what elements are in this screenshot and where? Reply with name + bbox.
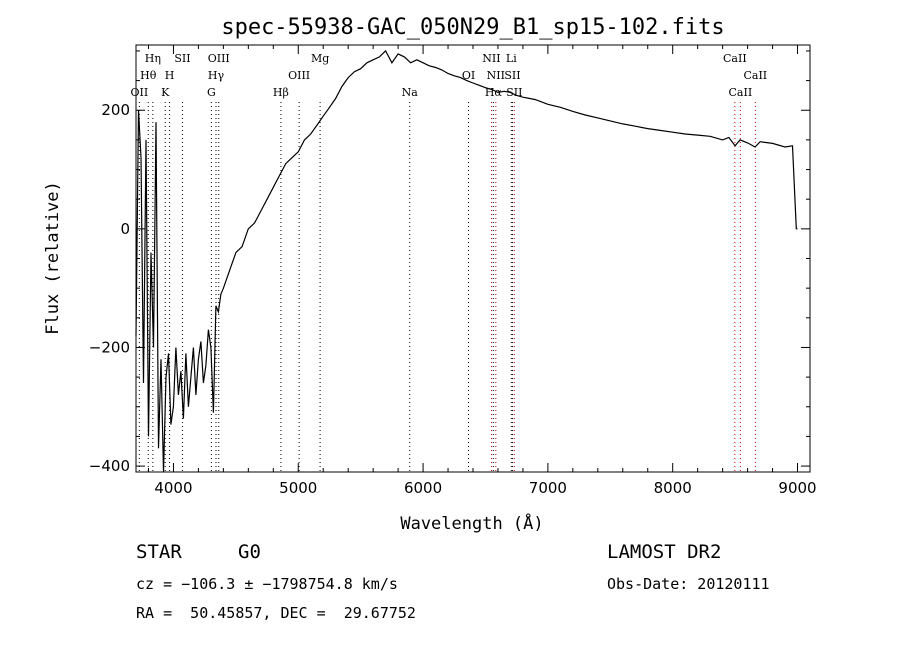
y-axis-label: Flux (relative) — [43, 181, 63, 335]
line-label: G — [207, 86, 216, 99]
line-label: CaII — [723, 52, 747, 65]
line-label: OII — [131, 86, 149, 99]
spectral-line-markers: OIIHθHηKHSIIGHγOIIIHβOIIIMgNaOINIIHαNIIL… — [131, 52, 767, 472]
observation-date: Obs-Date: 20120111 — [607, 575, 770, 593]
x-tick-label: 5000 — [279, 479, 317, 497]
x-axis-ticks: 4000 5000 6000 7000 8000 9000 — [147, 45, 817, 497]
object-class: STAR — [136, 541, 182, 563]
y-tick-label: 0 — [120, 220, 130, 238]
line-label: Hγ — [208, 69, 225, 82]
line-label: Hη — [145, 52, 161, 65]
line-label: NII — [487, 69, 505, 82]
line-label: Li — [506, 52, 517, 65]
survey-name: LAMOST DR2 — [607, 541, 722, 563]
line-label: OIII — [288, 69, 310, 82]
line-label: Na — [402, 86, 419, 99]
line-label: NII — [482, 52, 500, 65]
plot-frame — [135, 44, 811, 473]
x-tick-label: 4000 — [154, 479, 192, 497]
line-label: Hβ — [273, 86, 289, 99]
redshift-readout: cz = −106.3 ± −1798754.8 km/s — [136, 575, 398, 593]
line-label: K — [161, 86, 170, 99]
x-tick-label: 9000 — [778, 479, 816, 497]
x-axis-label: Wavelength (Å) — [400, 512, 543, 534]
line-label: OI — [462, 69, 475, 82]
x-tick-label: 7000 — [529, 479, 567, 497]
object-subclass: G0 — [238, 541, 261, 563]
line-label: OIII — [208, 52, 230, 65]
line-label: H — [165, 69, 175, 82]
y-tick-label: −200 — [89, 338, 130, 356]
coordinates-readout: RA = 50.45857, DEC = 29.67752 — [136, 604, 416, 622]
y-tick-label: 200 — [101, 101, 130, 119]
line-label: CaII — [729, 86, 753, 99]
y-tick-label: −400 — [89, 457, 130, 475]
y-axis-ticks: −400 −200 0 200 — [89, 50, 810, 475]
line-label: Mg — [311, 52, 329, 65]
line-label: CaII — [743, 69, 767, 82]
chart-title: spec-55938-GAC_050N29_B1_sp15-102.fits — [221, 15, 724, 40]
line-label: SII — [174, 52, 190, 65]
line-label: SII — [504, 69, 520, 82]
x-tick-label: 8000 — [654, 479, 692, 497]
spectrum-line — [135, 49, 798, 473]
x-tick-label: 6000 — [404, 479, 442, 497]
line-label: Hθ — [140, 69, 157, 82]
